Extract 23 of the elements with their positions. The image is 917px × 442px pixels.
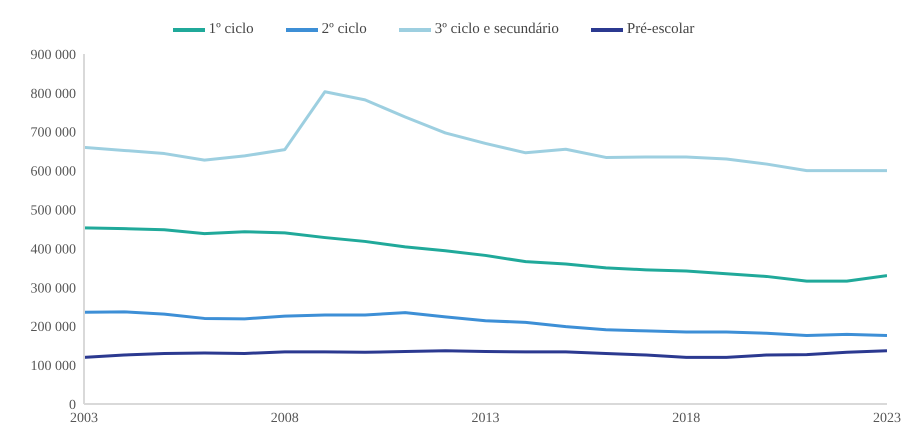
legend-label: Pré-escolar [626, 21, 694, 38]
legend-label: 2º ciclo [322, 21, 367, 38]
y-tick-label: 0 [69, 398, 76, 413]
x-tick-label: 2003 [70, 410, 98, 426]
x-tick-label: 2018 [672, 410, 700, 426]
line-series [84, 90, 887, 172]
line-series [84, 226, 887, 283]
line-series [84, 310, 887, 338]
x-tick-label: 2008 [270, 410, 299, 426]
y-tick-label: 100 000 [30, 359, 76, 374]
y-tick-label: 500 000 [30, 204, 76, 219]
line-series [84, 349, 887, 359]
y-tick-label: 600 000 [30, 164, 76, 180]
y-tick-label: 200 000 [30, 320, 76, 336]
y-tick-label: 700 000 [30, 126, 76, 141]
y-tick-label: 900 000 [30, 48, 76, 63]
legend-label: 1º ciclo [208, 21, 254, 38]
x-tick-label: 2023 [873, 410, 901, 426]
legend-label: 3º ciclo e secundário [434, 21, 559, 38]
y-tick-label: 300 000 [30, 281, 76, 296]
y-tick-label: 800 000 [30, 86, 76, 102]
x-tick-label: 2013 [472, 410, 500, 426]
y-tick-label: 400 000 [30, 242, 76, 258]
